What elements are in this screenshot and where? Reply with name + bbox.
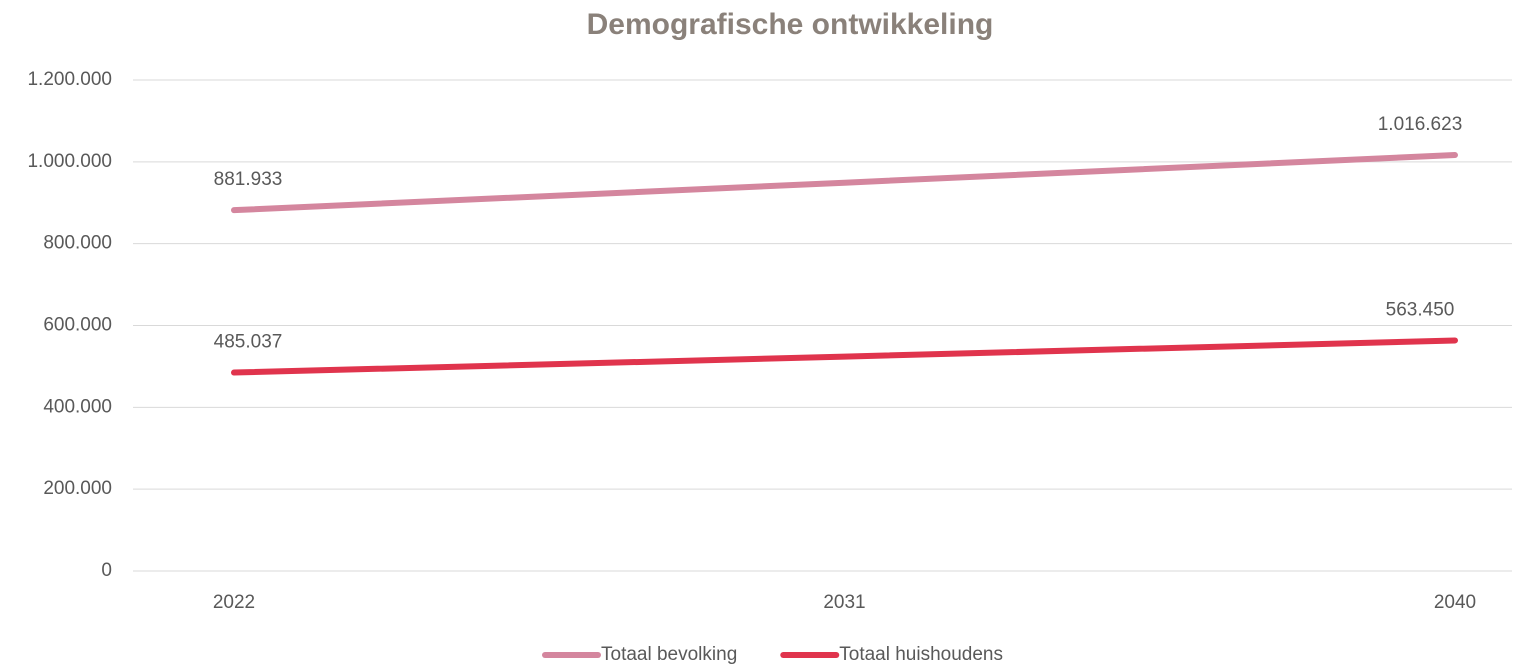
y-tick-label: 600.000 [43,315,112,336]
y-tick-label: 1.200.000 [27,69,112,90]
data-label: 1.016.623 [1378,114,1463,135]
data-label: 881.933 [214,169,283,190]
x-tick-label: 2031 [823,592,865,613]
y-tick-label: 200.000 [43,478,112,499]
y-tick-label: 800.000 [43,233,112,254]
y-tick-label: 1.000.000 [27,151,112,172]
y-tick-label: 400.000 [43,396,112,417]
legend-label: Totaal huishoudens [839,644,1003,665]
chart-title: Demografische ontwikkeling [587,8,994,41]
y-tick-label: 0 [101,560,112,581]
x-tick-label: 2022 [213,592,255,613]
legend-label: Totaal bevolking [601,644,737,665]
series-line [231,152,1458,214]
data-label: 563.450 [1386,299,1455,320]
x-tick-label: 2040 [1434,592,1476,613]
series-line [231,337,1458,376]
data-label: 485.037 [214,332,283,353]
